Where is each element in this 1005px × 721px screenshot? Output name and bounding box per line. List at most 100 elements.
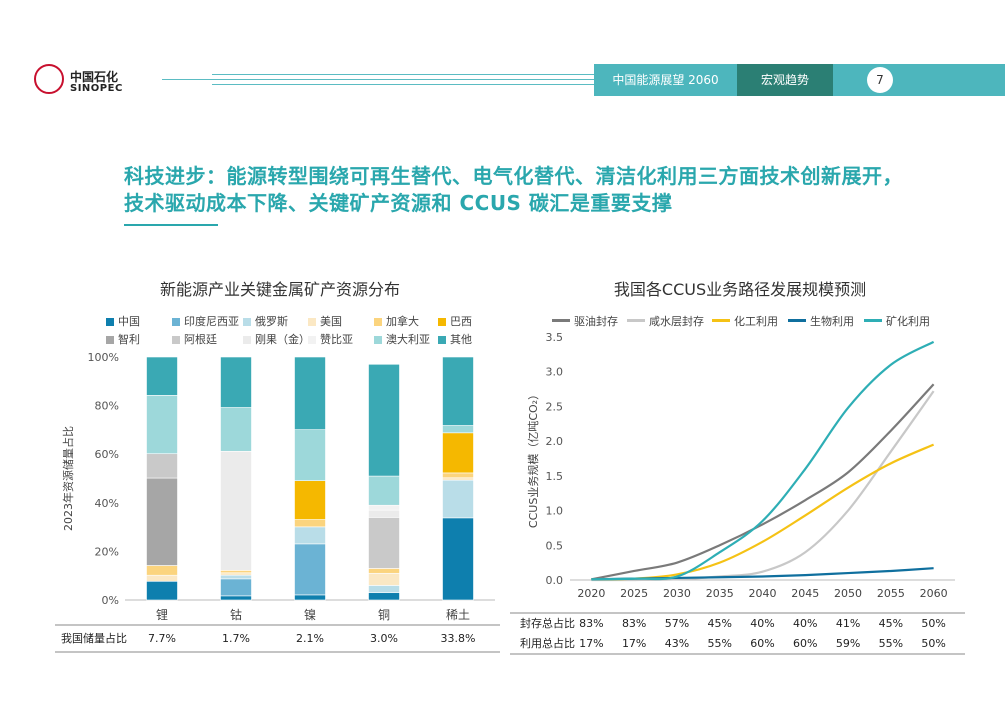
legend-label: 驱油封存 [574, 315, 618, 328]
right-legend-item: 咸水层封存 [627, 313, 704, 329]
table-cell: 83% [622, 617, 646, 630]
table-cell: 45% [707, 617, 731, 630]
y-tick-label: 2.5 [546, 400, 564, 413]
bar-segment [220, 574, 252, 580]
y-tick-label: 20% [95, 545, 119, 558]
left-legend-item: 智利 [106, 331, 140, 347]
table-cell: 45% [879, 617, 903, 630]
legend-label: 矿化利用 [886, 315, 930, 328]
series-line [591, 383, 935, 581]
table-cell: 50% [921, 637, 945, 650]
table-cell: 41% [836, 617, 860, 630]
table-row-label: 利用总占比 [520, 636, 575, 650]
legend-swatch [172, 318, 180, 326]
legend-swatch [308, 318, 316, 326]
right-chart-title: 我国各CCUS业务路径发展规模预测 [613, 280, 867, 299]
legend-swatch [438, 318, 446, 326]
legend-label: 生物利用 [810, 315, 854, 328]
page-number: 7 [867, 67, 893, 93]
legend-swatch [243, 318, 251, 326]
x-tick-label: 2030 [663, 587, 691, 600]
bar-segment [220, 407, 252, 452]
bar-segment [368, 363, 400, 477]
x-tick-label: 铜 [378, 607, 390, 622]
legend-label: 赞比亚 [320, 333, 353, 346]
legend-line-swatch [864, 319, 882, 322]
bar-segment [294, 519, 326, 528]
bar-segment [442, 479, 474, 519]
legend-label: 澳大利亚 [386, 333, 430, 346]
legend-label: 俄罗斯 [255, 315, 288, 328]
legend-swatch [374, 336, 382, 344]
report-title-tab[interactable]: 中国能源展望 2060 [594, 64, 737, 96]
x-tick-label: 钴 [230, 607, 242, 622]
x-tick-label: 2045 [791, 587, 819, 600]
bar-segment [220, 356, 252, 408]
page-tab-bar [833, 64, 1005, 96]
logo-english-name: SINOPEC [70, 83, 123, 94]
bar-segment [220, 595, 252, 601]
bar-segment [368, 504, 400, 511]
legend-swatch [172, 336, 180, 344]
legend-label: 中国 [118, 315, 140, 328]
legend-swatch [106, 318, 114, 326]
bar-segment [146, 395, 178, 455]
left-legend-item: 俄罗斯 [243, 313, 288, 329]
legend-label: 印度尼西亚 [184, 315, 239, 328]
sinopec-logo-icon [34, 64, 64, 94]
right-legend-item: 矿化利用 [864, 313, 930, 329]
y-tick-label: 3.5 [546, 331, 564, 344]
table-cell: 2.1% [296, 632, 324, 645]
table-cell: 57% [665, 617, 689, 630]
legend-label: 智利 [118, 333, 140, 346]
bar-segment [146, 356, 178, 396]
legend-swatch [374, 318, 382, 326]
bar-segment [442, 432, 474, 474]
right-legend-item: 生物利用 [788, 313, 854, 329]
legend-line-swatch [627, 319, 645, 322]
bar-segment [294, 480, 326, 520]
right-legend-item: 驱油封存 [552, 313, 618, 329]
left-legend-item: 中国 [106, 313, 140, 329]
x-tick-label: 2025 [620, 587, 648, 600]
left-legend-item: 印度尼西亚 [172, 313, 239, 329]
logo-chinese-name: 中国石化 [70, 70, 119, 84]
legend-label: 美国 [320, 315, 342, 328]
bar-segment [442, 477, 474, 481]
x-tick-label: 2060 [920, 587, 948, 600]
bar-segment [294, 594, 326, 601]
x-tick-label: 镍 [304, 608, 316, 622]
table-row-label: 封存总占比 [520, 616, 575, 630]
bar-segment [220, 578, 252, 597]
page-title-line2: 技术驱动成本下降、关键矿产资源和 CCUS 碳汇是重要支撑 [124, 191, 673, 215]
table-cell: 17% [579, 637, 603, 650]
right-line-chart: 0.0 0.5 1.0 1.5 2.0 2.5 3.0 3.5 CCUS业务规模（亿吨CO₂） 2… [510, 331, 965, 655]
x-tick-label: 2050 [834, 587, 862, 600]
x-tick-label: 稀土 [446, 608, 470, 622]
left-legend-item: 刚果（金） [243, 331, 310, 347]
header-divider-line [212, 74, 594, 75]
y-tick-label: 1.0 [546, 505, 564, 518]
table-cell: 83% [579, 617, 603, 630]
series-line [591, 340, 935, 581]
bar-segment [442, 517, 474, 601]
bar-segment [368, 585, 400, 594]
bar-segment [294, 429, 326, 481]
y-tick-label: 0.5 [546, 539, 564, 552]
y-tick-label: 60% [95, 448, 119, 461]
legend-line-swatch [552, 319, 570, 322]
header-divider-line [212, 84, 594, 85]
legend-label: 巴西 [450, 315, 472, 328]
bar-segment [146, 565, 178, 576]
table-cell: 60% [750, 637, 774, 650]
bar-segment [146, 477, 178, 566]
bar-segment [294, 526, 326, 545]
x-tick-label: 2040 [749, 587, 777, 600]
left-legend-item: 美国 [308, 313, 342, 329]
section-tab[interactable]: 宏观趋势 [737, 64, 833, 96]
y-tick-label: 80% [95, 400, 119, 413]
bar-segment [368, 568, 400, 574]
y-tick-label: 40% [95, 497, 119, 510]
table-cell: 59% [836, 637, 860, 650]
